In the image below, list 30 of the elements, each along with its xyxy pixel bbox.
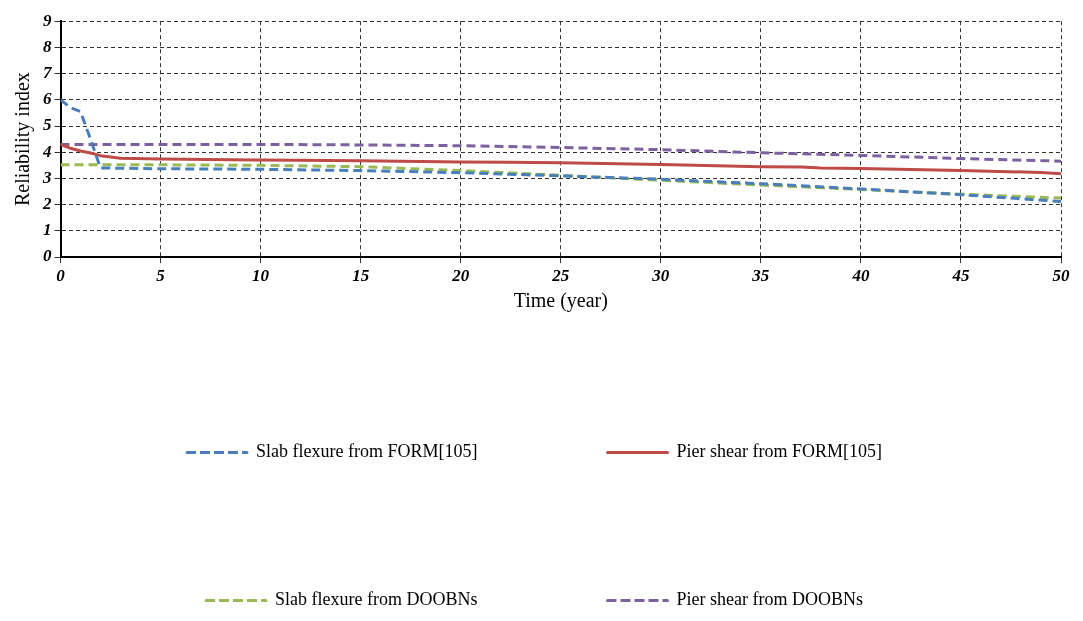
x-tick-label: 15 bbox=[352, 265, 370, 285]
x-tick-label: 20 bbox=[451, 265, 470, 285]
x-tick-label: 45 bbox=[951, 265, 970, 285]
x-tick-label: 50 bbox=[1052, 265, 1070, 285]
x-tick-label: 25 bbox=[551, 265, 570, 285]
x-tick-label: 10 bbox=[252, 265, 270, 285]
y-tick-label: 7 bbox=[43, 63, 53, 83]
x-axis-title: Time (year) bbox=[513, 288, 608, 312]
y-tick-label: 5 bbox=[43, 115, 52, 135]
x-tick-label: 0 bbox=[56, 265, 66, 285]
y-tick-label: 9 bbox=[43, 10, 52, 30]
y-tick-label: 0 bbox=[43, 246, 52, 266]
y-tick-label: 3 bbox=[42, 167, 52, 187]
y-tick-label: 8 bbox=[43, 36, 52, 56]
x-tick-label: 35 bbox=[751, 265, 770, 285]
y-tick-label: 4 bbox=[42, 141, 52, 161]
x-tick-label: 30 bbox=[651, 265, 670, 285]
line-series bbox=[60, 142, 1061, 163]
y-axis-title: Reliability index bbox=[11, 72, 35, 207]
line-series bbox=[60, 98, 1061, 204]
y-tick-label: 6 bbox=[43, 89, 52, 109]
legend-label: Slab flexure from DOOBNs bbox=[275, 589, 478, 610]
legend-label: Slab flexure from FORM[105] bbox=[256, 441, 478, 462]
y-tick-label: 1 bbox=[43, 220, 52, 240]
y-tick-label: 2 bbox=[42, 194, 52, 214]
x-tick-label: 40 bbox=[851, 265, 870, 285]
x-tick-label: 5 bbox=[156, 265, 166, 285]
legend-label: Pier shear from DOOBNs bbox=[676, 589, 863, 610]
line-series bbox=[60, 163, 1061, 200]
legend-label: Pier shear from FORM[105] bbox=[676, 441, 882, 462]
